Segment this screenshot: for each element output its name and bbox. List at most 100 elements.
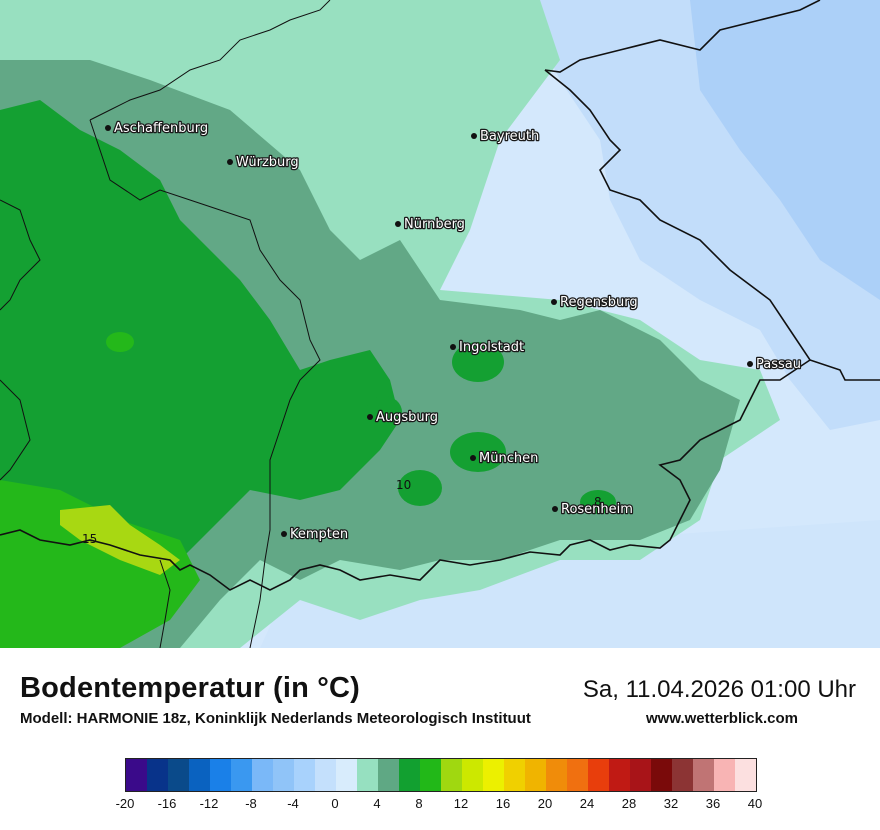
cold-zone-east-2 [690,0,880,300]
legend-tick-label: 12 [453,796,469,811]
contour-label-15: 15 [82,532,97,546]
city-bayreuth[interactable]: Bayreuth [471,128,541,145]
city-dot [227,159,233,165]
borders [0,0,880,591]
green-spot-west [106,332,134,352]
legend-tick-label: 0 [331,796,339,811]
city-dot [470,455,476,461]
city-ingolstadt[interactable]: Ingolstadt [450,339,525,356]
city-label: Ingolstadt [459,340,524,355]
city-label: Aschaffenburg [114,121,208,136]
legend-tick-label: 8 [415,796,423,811]
legend-swatch [210,759,231,791]
city-passau[interactable]: Passau [747,356,802,373]
cold-zone-south [260,520,880,648]
city-label: Regensburg [560,295,638,310]
legend-swatch [126,759,147,791]
legend-swatch [231,759,252,791]
contour-label-10: 10 [396,478,411,492]
legend-tick-label: -8 [245,796,257,811]
legend-tick-label: 24 [579,796,595,811]
legend-swatch [273,759,294,791]
legend-swatch [651,759,672,791]
legend-swatch [525,759,546,791]
legend-swatch [735,759,756,791]
map-title: Bodentemperatur (in °C) [20,672,361,704]
legend-swatch [567,759,588,791]
legend-swatch [609,759,630,791]
city-label: München [479,451,538,466]
legend-swatch [168,759,189,791]
city-dot [367,414,373,420]
city-label: Bayreuth [480,129,539,144]
green-spot-ingolstadt [452,342,504,382]
legend-swatch [462,759,483,791]
legend-swatch [336,759,357,791]
city-würzburg[interactable]: Würzburg [227,154,300,171]
city-dot [450,344,456,350]
city-dot [551,299,557,305]
city-markers: Aschaffenburg Würzburg Bayreuth Nürnberg Reg… [105,120,802,543]
legend-swatch [714,759,735,791]
legend-tick-label: 28 [621,796,637,811]
legend-tick-label: -16 [157,796,177,811]
legend-tick-label: -20 [115,796,135,811]
city-dot [105,125,111,131]
legend-swatch [357,759,378,791]
city-nürnberg[interactable]: Nürnberg [395,216,466,233]
legend-swatch [294,759,315,791]
legend-tick-label: -12 [199,796,219,811]
legend-tick-label: 20 [537,796,553,811]
legend-tick-label: 32 [663,796,679,811]
city-dot [395,221,401,227]
city-label: Passau [756,357,801,372]
city-münchen[interactable]: München [470,450,540,467]
city-aschaffenburg[interactable]: Aschaffenburg [105,120,209,137]
city-label: Augsburg [376,410,438,425]
city-dot [281,531,287,537]
regional-borders [0,0,331,648]
legend-swatch [630,759,651,791]
city-dot [471,133,477,139]
city-label: Nürnberg [404,217,465,232]
city-label: Rosenheim [561,502,633,517]
legend-swatch [672,759,693,791]
contour-label-8: 8 [594,495,602,509]
legend-tick-label: 16 [495,796,511,811]
warm-zone-southwest [0,480,200,648]
green-spot-augsburg [366,396,402,428]
city-augsburg[interactable]: Augsburg [367,409,439,426]
legend-tick-label: 4 [373,796,381,811]
legend-swatch [420,759,441,791]
city-label: Würzburg [236,155,299,170]
green-spot-rosenheim [580,490,616,514]
legend-tick-label: -4 [287,796,299,811]
legend-swatch [588,759,609,791]
color-legend: -20 -16 -12 -8 -4 0 4 8 12 16 20 24 28 32 36 40 [116,758,762,811]
temperature-map[interactable]: Aschaffenburg Würzburg Bayreuth Nürnberg Reg… [0,0,880,648]
green-spot-muenchen [450,432,506,472]
legend-swatch [483,759,504,791]
warmest-spot [60,505,180,575]
city-regensburg[interactable]: Regensburg [551,294,639,311]
website-link[interactable]: www.wetterblick.com [646,710,798,727]
legend-swatch [546,759,567,791]
legend-colorbar [125,758,757,792]
city-kempten[interactable]: Kempten [281,526,349,543]
legend-ticks: -20 -16 -12 -8 -4 0 4 8 12 16 20 24 28 32 36 40 [116,796,763,812]
city-dot [552,506,558,512]
footer: Bodentemperatur (in °C) Modell: HARMONIE… [0,648,880,830]
legend-swatch [189,759,210,791]
legend-swatch [504,759,525,791]
city-rosenheim[interactable]: Rosenheim [552,501,634,518]
green-spot-south [398,470,442,506]
legend-swatch [378,759,399,791]
model-subtitle: Modell: HARMONIE 18z, Koninklijk Nederla… [20,710,531,727]
legend-swatch [252,759,273,791]
legend-tick-label: 36 [705,796,721,811]
legend-swatch [693,759,714,791]
city-dot [747,361,753,367]
legend-swatch [147,759,168,791]
legend-swatch [399,759,420,791]
legend-swatch [315,759,336,791]
